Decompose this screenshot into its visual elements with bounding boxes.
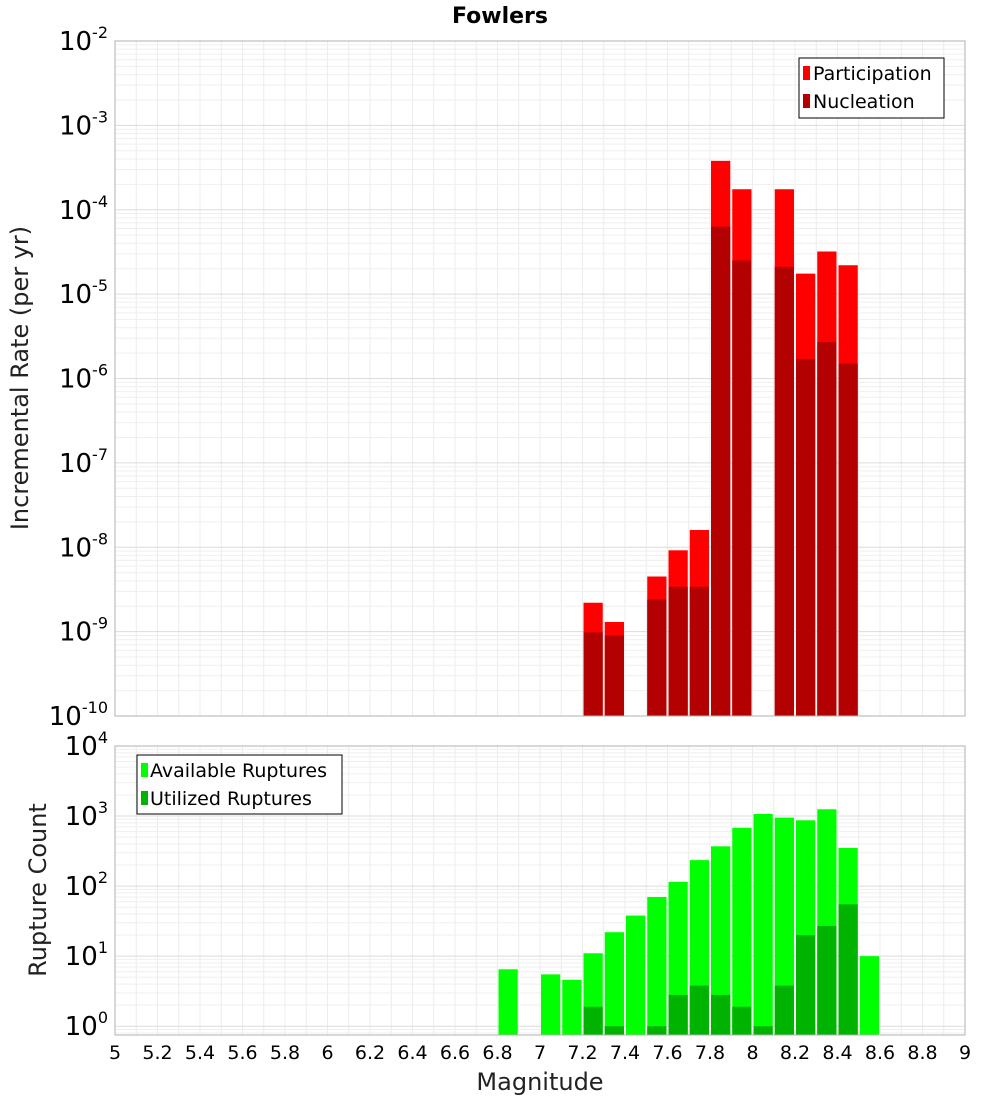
bar-utilized-ruptures bbox=[774, 985, 794, 1035]
x-tick-label: 5 bbox=[109, 1042, 121, 1064]
plot-frame bbox=[114, 40, 966, 717]
x-tick-label: 5.8 bbox=[270, 1042, 300, 1064]
grid bbox=[114, 40, 966, 717]
bar-available-ruptures bbox=[859, 956, 879, 1035]
bar-utilized-ruptures bbox=[583, 1006, 603, 1035]
x-tick-label: 7.4 bbox=[610, 1042, 640, 1064]
bar-nucleation bbox=[668, 586, 688, 716]
legend-label-available: Available Ruptures bbox=[150, 760, 327, 782]
bar-nucleation bbox=[838, 363, 858, 716]
x-tick-label: 8 bbox=[746, 1042, 758, 1064]
bar-utilized-ruptures bbox=[668, 994, 688, 1035]
incremental-rate-chart: 10-10 10-9 10-8 10-7 10-6 10-5 10-4 10-3 10-2 In… bbox=[6, 23, 966, 732]
x-tick-label: 8.4 bbox=[822, 1042, 852, 1064]
legend-box bbox=[136, 754, 343, 815]
x-tick-label: 7.6 bbox=[652, 1042, 682, 1064]
y-axis-label: Incremental Rate (per yr) bbox=[6, 226, 34, 530]
legend: Participation Nucleation bbox=[798, 57, 945, 119]
bar-available-ruptures bbox=[647, 896, 667, 1035]
legend: Available Ruptures Utilized Ruptures bbox=[136, 754, 343, 815]
bar-utilized-ruptures bbox=[796, 935, 816, 1035]
bar-nucleation bbox=[711, 226, 731, 716]
bar-nucleation bbox=[647, 599, 667, 716]
x-tick-label: 9 bbox=[959, 1042, 971, 1064]
bars bbox=[583, 160, 858, 717]
bar-available-ruptures bbox=[498, 969, 518, 1035]
y-tick-label: 101 bbox=[65, 938, 108, 972]
legend-swatch-participation bbox=[803, 66, 810, 80]
bar-nucleation bbox=[583, 632, 603, 716]
y-tick-label: 10-8 bbox=[59, 529, 108, 563]
y-tick-label: 10-3 bbox=[59, 107, 108, 141]
x-tick-label: 7.2 bbox=[567, 1042, 597, 1064]
y-tick-labels: 10-10 10-9 10-8 10-7 10-6 10-5 10-4 10-3 10-2 bbox=[49, 23, 108, 732]
bar-utilized-ruptures bbox=[732, 1006, 752, 1035]
bar-nucleation bbox=[774, 266, 794, 716]
bar-available-ruptures bbox=[604, 932, 624, 1035]
x-tick-label: 8.8 bbox=[907, 1042, 937, 1064]
legend-label-nucleation: Nucleation bbox=[813, 91, 915, 113]
bar-utilized-ruptures bbox=[838, 904, 858, 1035]
bar-nucleation bbox=[817, 342, 837, 716]
legend-swatch-utilized bbox=[141, 791, 148, 805]
bar-nucleation bbox=[689, 586, 709, 716]
y-tick-label: 10-2 bbox=[59, 23, 108, 57]
y-tick-label: 103 bbox=[65, 798, 108, 832]
x-tick-label: 8.6 bbox=[865, 1042, 895, 1064]
bar-available-ruptures bbox=[626, 915, 646, 1035]
bar-available-ruptures bbox=[774, 817, 794, 1035]
bar-available-ruptures bbox=[562, 979, 582, 1035]
bars bbox=[498, 809, 879, 1035]
y-tick-label: 102 bbox=[65, 868, 108, 902]
legend-swatch-available bbox=[141, 763, 148, 777]
x-tick-label: 8.2 bbox=[780, 1042, 810, 1064]
y-tick-label: 10-5 bbox=[59, 276, 108, 310]
bar-available-ruptures bbox=[541, 974, 561, 1035]
y-tick-label: 10-4 bbox=[59, 192, 108, 226]
bar-available-ruptures bbox=[711, 846, 731, 1035]
legend-swatch-nucleation bbox=[803, 94, 810, 108]
bar-nucleation bbox=[732, 260, 752, 716]
x-tick-label: 7 bbox=[534, 1042, 546, 1064]
y-tick-label: 10-7 bbox=[59, 445, 108, 479]
y-axis-label: Rupture Count bbox=[24, 803, 52, 977]
x-tick-label: 7.8 bbox=[695, 1042, 725, 1064]
x-tick-label: 6.8 bbox=[482, 1042, 512, 1064]
x-tick-label: 5.4 bbox=[185, 1042, 215, 1064]
y-tick-labels: 100 101 102 103 104 bbox=[65, 728, 108, 1042]
legend-label-utilized: Utilized Ruptures bbox=[150, 788, 312, 810]
bar-utilized-ruptures bbox=[753, 1026, 773, 1035]
chart-title: Fowlers bbox=[452, 4, 548, 29]
bar-nucleation bbox=[796, 359, 816, 716]
x-tick-labels: 5 5.2 5.4 5.6 5.8 6 6.2 6.4 6.6 6.8 7 7.2 7.4 7.6 7.8 8… bbox=[109, 1042, 971, 1064]
bar-nucleation bbox=[604, 635, 624, 716]
bar-utilized-ruptures bbox=[817, 925, 837, 1035]
x-tick-label: 6.4 bbox=[397, 1042, 427, 1064]
y-tick-label: 10-10 bbox=[49, 698, 108, 732]
legend-label-participation: Participation bbox=[813, 63, 932, 85]
x-tick-label: 5.6 bbox=[227, 1042, 257, 1064]
y-tick-label: 104 bbox=[65, 728, 108, 762]
bar-available-ruptures bbox=[753, 814, 773, 1035]
bar-utilized-ruptures bbox=[711, 994, 731, 1035]
bar-available-ruptures bbox=[732, 827, 752, 1035]
bar-utilized-ruptures bbox=[689, 985, 709, 1035]
bar-utilized-ruptures bbox=[647, 1026, 667, 1035]
rupture-count-chart: 100 101 102 103 104 5 5.2 5.4 5.6 5.8 6 6.2 6.4 6.6 6… bbox=[24, 728, 971, 1096]
y-tick-label: 10-9 bbox=[59, 614, 108, 648]
x-tick-label: 5.2 bbox=[142, 1042, 172, 1064]
bar-utilized-ruptures bbox=[604, 1026, 624, 1035]
legend-box bbox=[798, 57, 945, 119]
x-tick-label: 6 bbox=[321, 1042, 333, 1064]
y-tick-label: 100 bbox=[65, 1008, 108, 1042]
y-tick-label: 10-6 bbox=[59, 361, 108, 395]
x-tick-label: 6.2 bbox=[355, 1042, 385, 1064]
x-axis-label: Magnitude bbox=[476, 1068, 603, 1096]
x-tick-label: 6.6 bbox=[440, 1042, 470, 1064]
plot-frame bbox=[114, 745, 966, 1036]
